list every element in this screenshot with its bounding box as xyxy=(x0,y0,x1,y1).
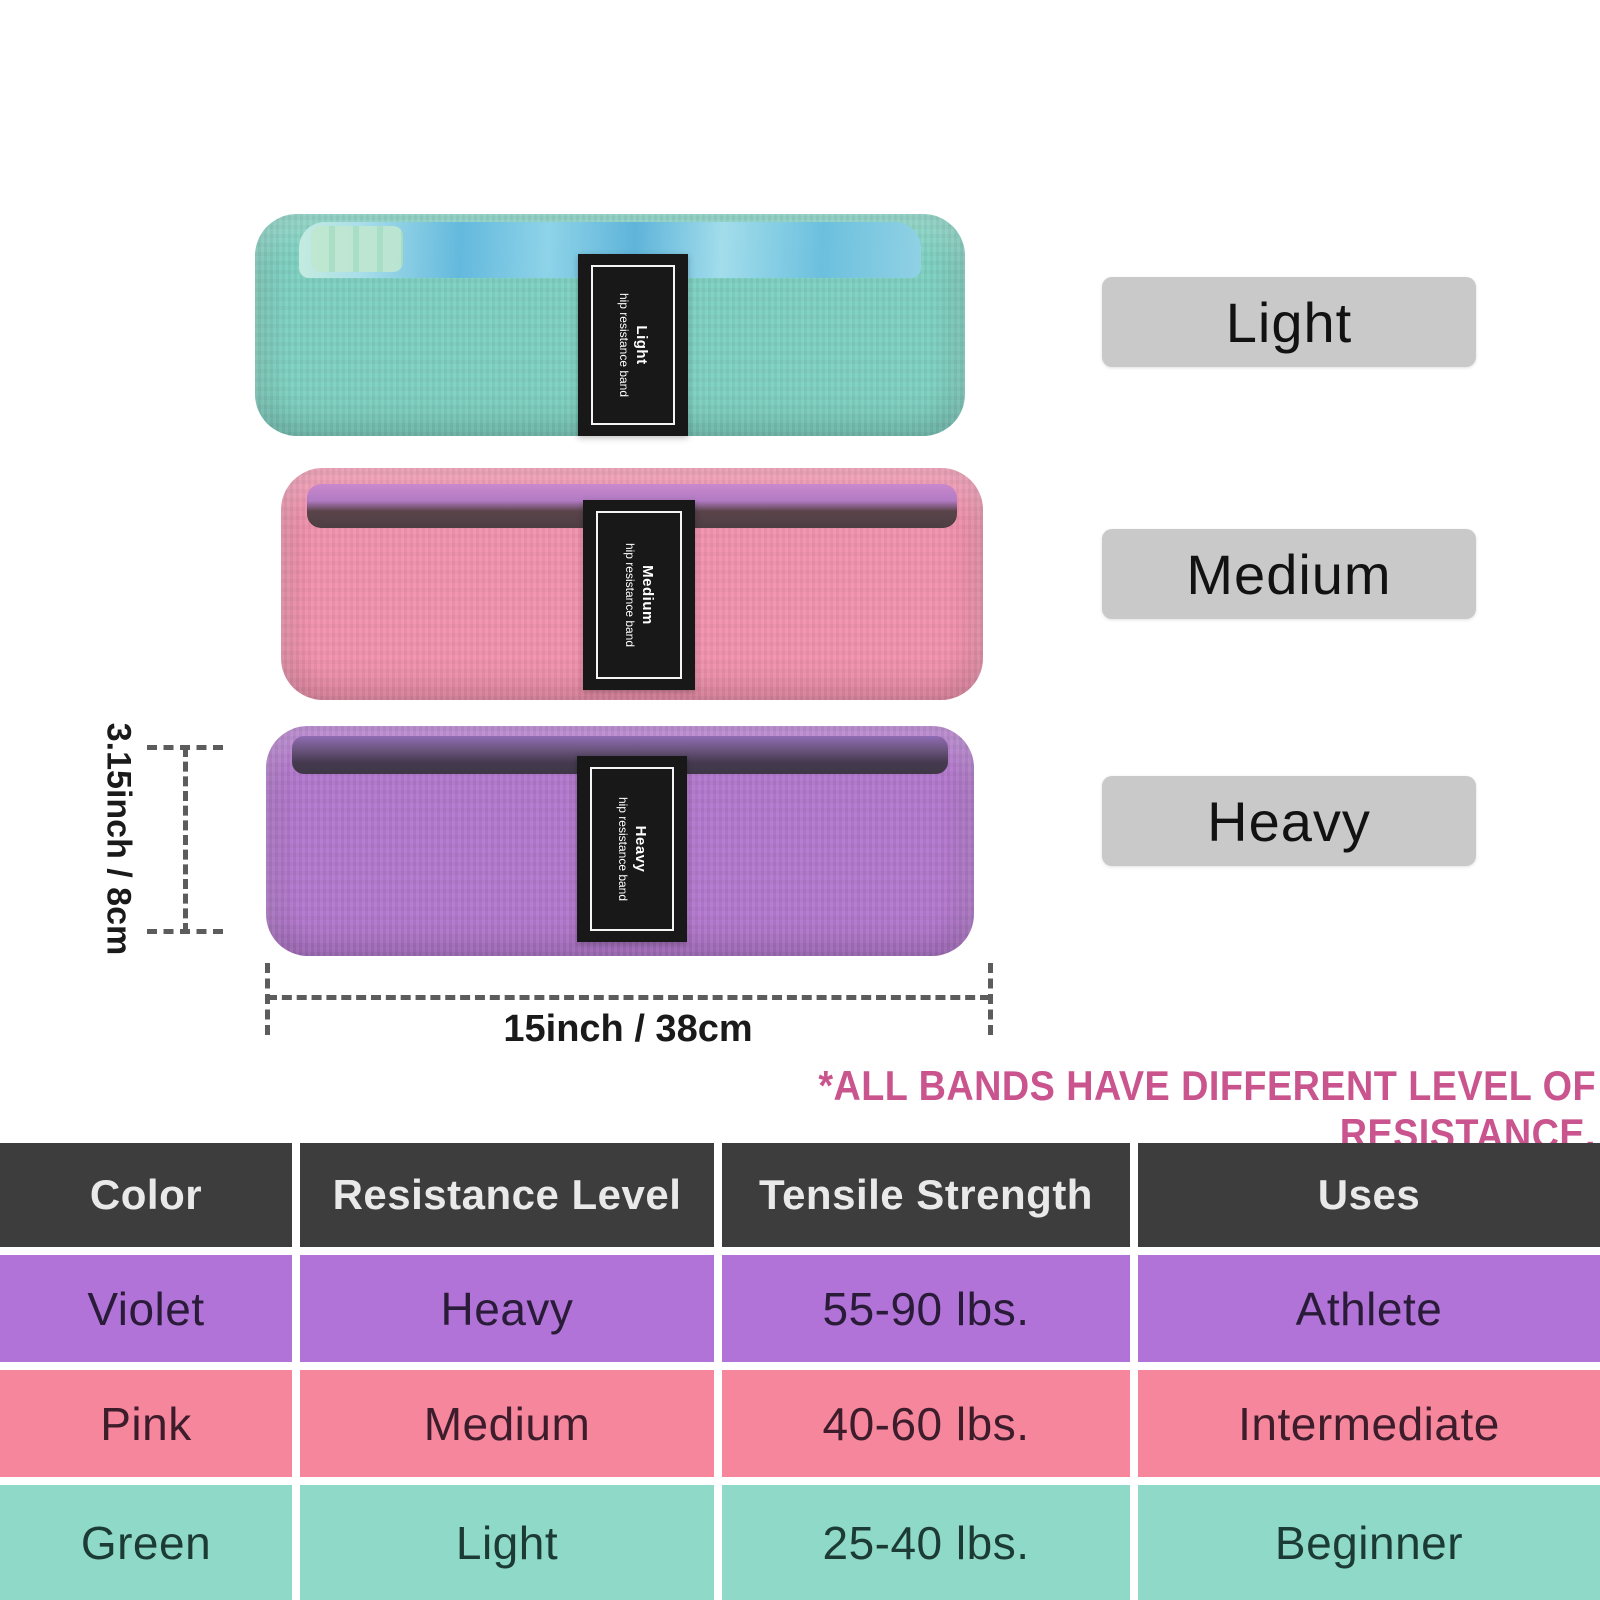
table-header-row: Color Resistance Level Tensile Strength … xyxy=(0,1143,1600,1247)
header-cell-color: Color xyxy=(0,1143,292,1247)
band-pink-tag: Medium hip resistance band xyxy=(583,500,695,690)
width-dimension-cap-left xyxy=(265,963,270,1035)
cell-pink-resistance: Medium xyxy=(300,1370,714,1477)
width-dimension-label: 15inch / 38cm xyxy=(503,1008,753,1050)
level-label-light: Light xyxy=(1102,277,1476,367)
band-pink-tag-level: Medium xyxy=(638,565,656,625)
cell-violet-color: Violet xyxy=(0,1255,292,1362)
cell-violet-resistance: Heavy xyxy=(300,1255,714,1362)
band-green-tag-text: Light hip resistance band xyxy=(616,260,650,430)
band-pink: Medium hip resistance band xyxy=(281,468,983,700)
width-dimension-cap-right xyxy=(988,963,993,1035)
band-green-interior-patch xyxy=(311,226,403,272)
band-violet-tag-frame xyxy=(590,767,674,931)
width-dimension-line xyxy=(267,995,990,1000)
cell-violet-tensile: 55-90 lbs. xyxy=(722,1255,1130,1362)
band-violet-tag-subtitle: hip resistance band xyxy=(616,796,631,902)
cell-green-resistance: Light xyxy=(300,1485,714,1600)
band-violet: Heavy hip resistance band xyxy=(266,726,974,956)
height-dimension-cap-bottom xyxy=(147,929,223,934)
header-cell-tensile-strength: Tensile Strength xyxy=(722,1143,1130,1247)
band-green: Light hip resistance band xyxy=(255,214,965,436)
height-dimension-cap-top xyxy=(147,745,223,750)
cell-green-tensile: 25-40 lbs. xyxy=(722,1485,1130,1600)
cell-pink-color: Pink xyxy=(0,1370,292,1477)
cell-green-uses: Beginner xyxy=(1138,1485,1600,1600)
band-green-tag-subtitle: hip resistance band xyxy=(617,292,632,398)
band-green-tag-frame xyxy=(591,265,675,425)
height-dimension-line xyxy=(183,747,188,933)
band-pink-tag-text: Medium hip resistance band xyxy=(622,510,656,680)
band-violet-tag: Heavy hip resistance band xyxy=(577,756,687,942)
cell-pink-uses: Intermediate xyxy=(1138,1370,1600,1477)
cell-green-color: Green xyxy=(0,1485,292,1600)
cell-violet-uses: Athlete xyxy=(1138,1255,1600,1362)
cell-pink-tensile: 40-60 lbs. xyxy=(722,1370,1130,1477)
height-dimension-label: 3.15inch / 8cm xyxy=(99,722,138,956)
band-pink-tag-subtitle: hip resistance band xyxy=(623,542,638,648)
header-cell-resistance-level: Resistance Level xyxy=(300,1143,714,1247)
level-label-heavy: Heavy xyxy=(1102,776,1476,866)
table-row-pink: Pink Medium 40-60 lbs. Intermediate xyxy=(0,1370,1600,1477)
band-violet-tag-level: Heavy xyxy=(631,825,649,873)
table-row-violet: Violet Heavy 55-90 lbs. Athlete xyxy=(0,1255,1600,1362)
band-pink-tag-frame xyxy=(596,511,682,679)
band-green-tag: Light hip resistance band xyxy=(578,254,688,436)
level-label-medium: Medium xyxy=(1102,529,1476,619)
table-row-green: Green Light 25-40 lbs. Beginner xyxy=(0,1485,1600,1600)
header-cell-uses: Uses xyxy=(1138,1143,1600,1247)
band-green-tag-level: Light xyxy=(632,325,650,365)
band-violet-tag-text: Heavy hip resistance band xyxy=(615,764,649,934)
